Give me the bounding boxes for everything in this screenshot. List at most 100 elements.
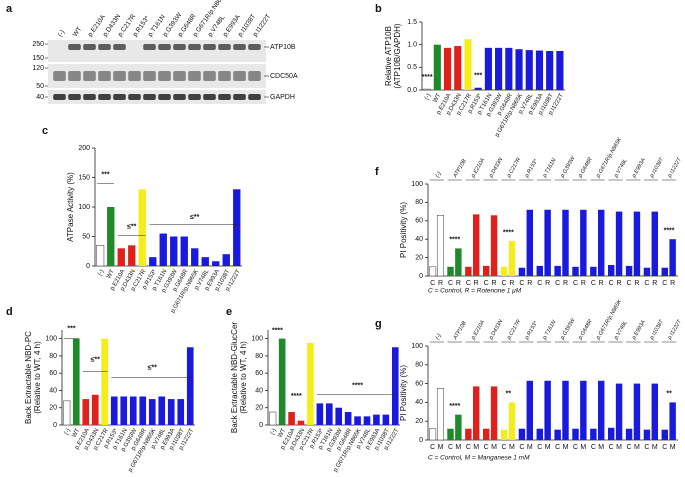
category-label: p.C217R (506, 319, 523, 342)
x-tick-label: M (670, 444, 676, 451)
bar (436, 387, 445, 441)
bar (669, 402, 676, 440)
marker-label: 120 (32, 65, 44, 72)
y-tick-label: 0 (259, 422, 263, 429)
blot-band (173, 44, 186, 50)
blot-strip (48, 90, 266, 104)
bar (436, 214, 445, 277)
bar (212, 261, 220, 266)
x-tick-label: M (509, 444, 515, 451)
x-tick-label: C (627, 444, 632, 451)
bar (590, 266, 597, 276)
bar (526, 380, 533, 440)
y-axis-label: Back Extractable NBD-PC (24, 331, 33, 424)
x-tick-label: R (492, 280, 497, 287)
bar (158, 396, 166, 425)
blot-band (233, 94, 246, 100)
category-label: p.T161N (541, 319, 557, 341)
bar (580, 209, 587, 276)
bar (483, 428, 490, 440)
y-tick-label: 1.0 (407, 42, 417, 49)
bar (536, 428, 543, 440)
y-tick-label: 100 (45, 335, 57, 342)
category-label: p.G648R (577, 157, 594, 180)
marker-label: 250 (32, 41, 44, 48)
category-label: p.R153* (524, 320, 540, 342)
bar (443, 47, 452, 90)
bar (484, 47, 492, 90)
y-tick-label: 0 (419, 273, 423, 280)
x-tick-label: M (455, 444, 461, 451)
blot-band (218, 71, 231, 81)
blot-band (248, 44, 261, 50)
bar (201, 257, 209, 266)
blot-band (83, 44, 96, 50)
bar (354, 416, 361, 425)
bar (129, 396, 137, 425)
x-tick-label: R (527, 280, 532, 287)
bar (598, 209, 605, 276)
x-tick-label: C (519, 280, 524, 287)
bar (269, 411, 277, 426)
y-tick-label: 80 (49, 353, 57, 360)
bar (170, 236, 178, 266)
y-tick-label: 60 (255, 370, 263, 377)
blot-band (143, 71, 156, 81)
bar (128, 245, 136, 266)
bar (518, 428, 526, 440)
bar (344, 412, 352, 425)
bar (180, 236, 188, 266)
y-tick-label: 50 (82, 233, 90, 240)
x-tick-label: R (509, 280, 514, 287)
bar (661, 267, 668, 276)
bar (572, 266, 579, 276)
blot-band (218, 94, 231, 100)
x-tick-label: C (466, 280, 471, 287)
bar (465, 428, 472, 440)
marker-label: 150 (32, 55, 44, 62)
bar (661, 429, 668, 440)
footnote: C = Control, R = Rotenone 1 μM (428, 288, 522, 295)
bar (546, 51, 554, 90)
y-tick-label: 20 (415, 418, 423, 425)
bar (117, 248, 125, 266)
x-tick-label: C (609, 444, 614, 451)
category-label: p.C217R (506, 157, 523, 180)
blot-band (98, 44, 111, 50)
blot-band (158, 71, 171, 81)
bar (508, 241, 516, 276)
lane-label: WT (72, 26, 84, 38)
x-tick-label: M (545, 444, 551, 451)
x-tick-label: C (502, 280, 507, 287)
category-label: p.E210A (470, 157, 486, 179)
blot-band (128, 94, 141, 100)
blot-band (143, 94, 156, 100)
bar (608, 264, 615, 276)
x-tick-label: (-) (64, 428, 72, 436)
y-tick-label: 60 (49, 370, 57, 377)
blot-band (218, 44, 231, 50)
x-tick-label: C (573, 444, 578, 451)
blot-strip (48, 40, 266, 62)
significance-label: **** (291, 393, 302, 400)
bar (562, 209, 569, 276)
x-tick-label: M (563, 444, 569, 451)
x-tick-label: C (662, 280, 667, 287)
x-tick-label: C (519, 444, 524, 451)
x-tick-label: C (662, 444, 667, 451)
bar (423, 88, 431, 91)
y-tick-label: 40 (255, 387, 263, 394)
blot-band (158, 44, 171, 50)
blot-band (128, 71, 141, 81)
y-tick-label: 100 (78, 204, 90, 211)
bar (590, 428, 597, 440)
y-tick-label: 0 (86, 263, 90, 270)
bar (382, 414, 390, 425)
bar (325, 403, 333, 425)
x-tick-label: R (456, 280, 461, 287)
x-tick-label: M (527, 444, 533, 451)
bar (447, 266, 454, 276)
blot-band (98, 94, 111, 100)
bar (454, 46, 462, 90)
blot-band (248, 71, 261, 81)
